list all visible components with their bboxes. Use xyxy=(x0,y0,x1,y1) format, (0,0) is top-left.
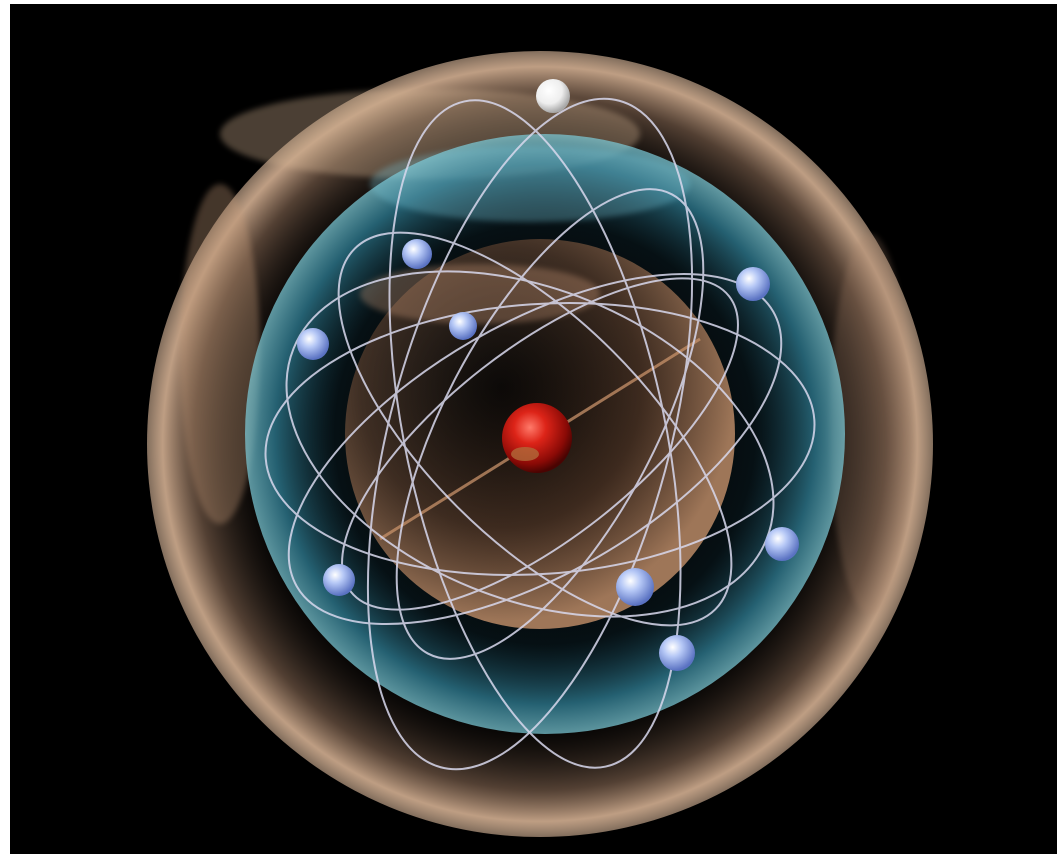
orbit-1 xyxy=(264,301,816,577)
outer-shell-rim-right xyxy=(830,234,910,614)
outer-shell-rim-left xyxy=(180,184,260,524)
electron xyxy=(736,267,770,301)
electron xyxy=(297,328,329,360)
electron xyxy=(659,635,695,671)
middle-shell-highlight xyxy=(370,146,690,222)
electron xyxy=(449,312,477,340)
inner-shell-highlight xyxy=(360,264,600,324)
electron xyxy=(402,239,432,269)
electron-white xyxy=(536,79,570,113)
orbit-7 xyxy=(337,231,733,627)
orbit-6 xyxy=(395,188,705,660)
electron xyxy=(616,568,654,606)
electron xyxy=(323,564,355,596)
nucleus-rod-highlight xyxy=(511,447,539,461)
orbit-8 xyxy=(341,277,739,611)
electron xyxy=(765,527,799,561)
orbit-3 xyxy=(287,273,783,625)
atom-svg xyxy=(10,4,1057,854)
orbit-4 xyxy=(366,97,694,771)
atom-illustration xyxy=(10,4,1057,854)
nucleus xyxy=(502,403,572,473)
